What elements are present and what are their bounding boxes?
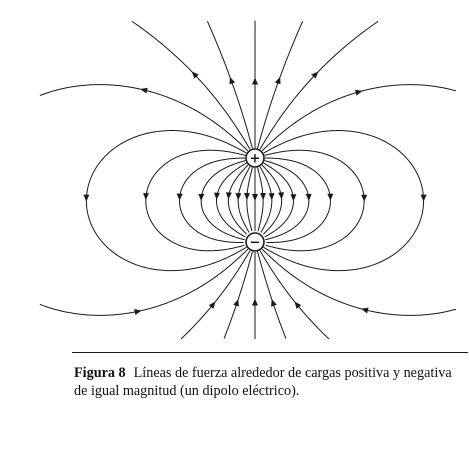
field-arrow — [176, 193, 183, 201]
negative-charge-circle — [245, 232, 265, 252]
caption-text: Líneas de fuerza alrededor de cargas pos… — [74, 365, 452, 399]
field-arrow — [420, 194, 427, 202]
field-arrow — [235, 193, 242, 201]
field-line — [257, 251, 287, 339]
field-line — [227, 164, 249, 235]
field-arrow — [243, 193, 250, 201]
field-arrow — [198, 193, 205, 201]
field-arrow — [361, 307, 369, 314]
field-arrow — [134, 309, 142, 316]
field-line — [259, 166, 273, 233]
field-line — [259, 21, 379, 150]
field-arrow — [213, 192, 220, 200]
field-line — [261, 84, 457, 152]
negative-charge: − — [245, 232, 265, 252]
field-arrow — [251, 298, 258, 306]
field-line — [261, 164, 283, 235]
field-line — [200, 160, 246, 241]
field-arrow — [268, 193, 275, 201]
field-line — [223, 251, 253, 339]
field-arrow — [208, 301, 216, 309]
field-arrow — [294, 301, 302, 309]
negative-charge-sign: − — [250, 236, 261, 251]
field-line — [246, 167, 253, 232]
field-line — [206, 21, 253, 149]
field-line — [263, 162, 294, 238]
caption-rule — [72, 352, 468, 353]
field-arrow — [278, 192, 285, 200]
field-arrow — [225, 192, 232, 200]
positive-charge-circle — [245, 148, 265, 168]
field-line — [264, 160, 310, 241]
dipole-field-diagram: +− — [39, 20, 457, 340]
field-arrow — [252, 77, 259, 85]
field-line — [39, 84, 249, 152]
field-arrow — [251, 193, 258, 201]
field-line — [259, 250, 330, 340]
field-arrow — [290, 194, 297, 202]
field-arrow — [191, 71, 199, 79]
positive-charge: + — [245, 148, 265, 168]
field-arrow — [83, 194, 90, 202]
field-arrow — [311, 71, 319, 79]
field-arrow — [274, 76, 281, 85]
field-line — [257, 21, 304, 149]
field-line — [39, 248, 249, 316]
field-arrow — [327, 193, 334, 201]
field-arrow — [140, 87, 148, 94]
field-arrow — [143, 193, 150, 201]
caption-label: Figura 8 — [74, 365, 126, 381]
field-arrow — [229, 76, 236, 85]
field-line — [216, 162, 247, 238]
field-line — [237, 166, 251, 233]
field-arrow — [271, 299, 277, 307]
field-line — [257, 167, 264, 232]
field-line — [261, 248, 457, 316]
field-line — [180, 250, 251, 340]
field-arrow — [305, 193, 312, 201]
field-arrow — [355, 89, 363, 96]
field-line — [131, 20, 251, 150]
field-arrow — [260, 193, 267, 201]
figure-caption: Figura 8 Líneas de fuerza alrededor de ca… — [74, 364, 466, 400]
positive-charge-sign: + — [250, 152, 261, 167]
field-arrow — [233, 299, 239, 307]
field-arrow — [361, 194, 368, 202]
